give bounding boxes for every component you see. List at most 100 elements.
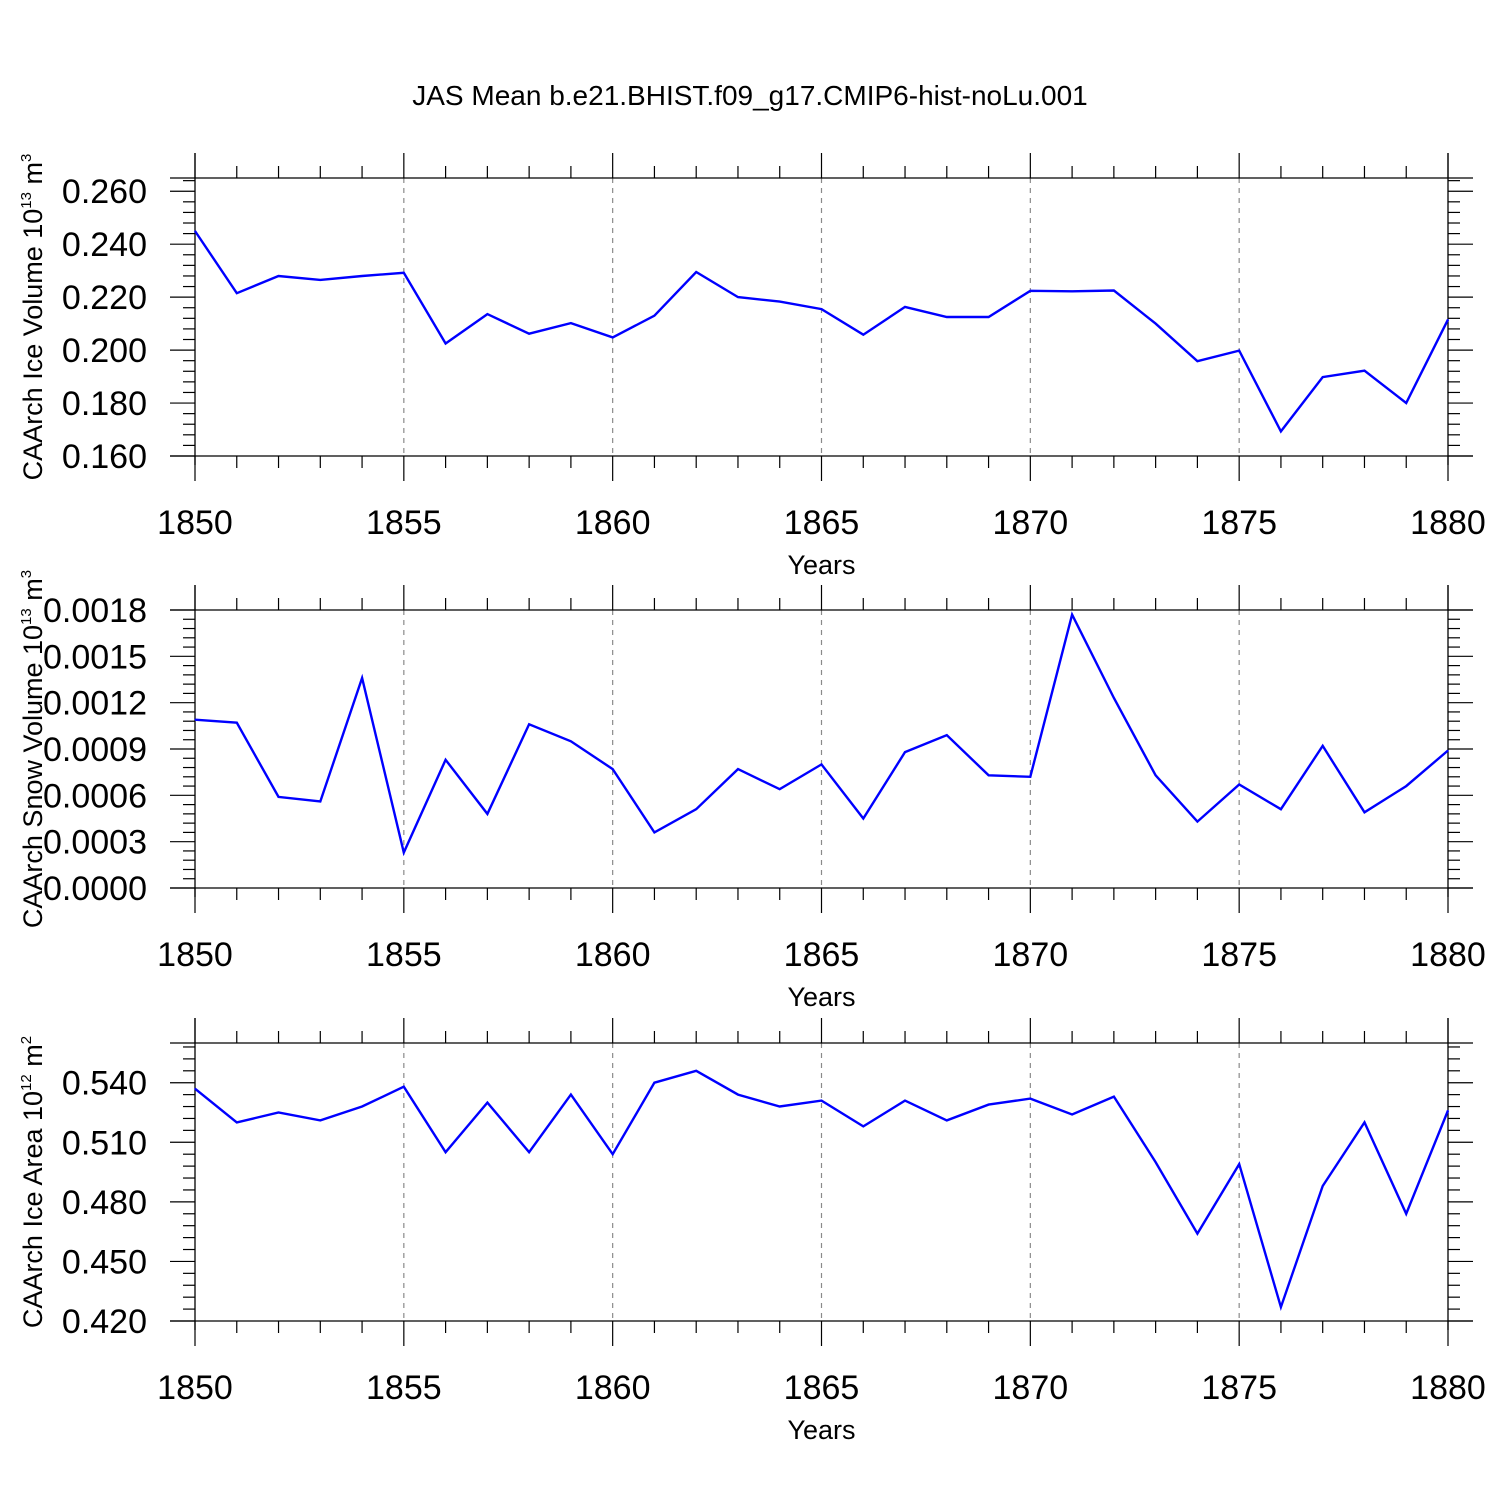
data-point xyxy=(653,1082,656,1084)
data-point xyxy=(946,316,948,318)
data-point xyxy=(194,719,196,721)
y-tick-label: 0.0012 xyxy=(43,685,147,723)
data-point xyxy=(779,788,781,790)
data-point xyxy=(779,301,781,303)
data-point xyxy=(361,275,363,277)
x-tick-label: 1875 xyxy=(1201,936,1277,974)
data-point xyxy=(1113,289,1115,292)
data-point xyxy=(946,734,948,736)
data-point xyxy=(277,275,280,277)
y-tick-label: 0.450 xyxy=(62,1243,147,1281)
x-tick-label: 1880 xyxy=(1410,1369,1486,1407)
data-point xyxy=(570,1094,572,1096)
data-point xyxy=(1280,1306,1282,1308)
data-point xyxy=(1322,745,1324,747)
data-point xyxy=(236,292,238,294)
data-point xyxy=(1447,319,1449,321)
data-point xyxy=(1447,749,1449,752)
x-tick-label: 1875 xyxy=(1201,1369,1277,1407)
y-tick-label: 0.240 xyxy=(62,226,147,264)
data-point xyxy=(653,315,656,317)
x-tick-label: 1860 xyxy=(575,936,651,974)
data-point xyxy=(695,271,697,273)
data-point xyxy=(737,296,739,298)
data-point xyxy=(1113,697,1115,699)
x-tick-label: 1865 xyxy=(784,936,860,974)
data-point xyxy=(1363,1121,1366,1124)
data-point xyxy=(403,1086,405,1088)
y-tick-label: 0.0009 xyxy=(43,731,147,769)
x-tick-label: 1855 xyxy=(366,1369,442,1407)
x-axis-label: Years xyxy=(787,982,855,1012)
y-tick-label: 0.0006 xyxy=(43,777,147,815)
data-point xyxy=(1280,430,1282,432)
x-axis-label: Years xyxy=(787,550,855,580)
data-point xyxy=(277,1111,280,1114)
chart-panel-3: 1850 1855 1860 1865 1870 1875 1880 0.420 0.450 0.… xyxy=(18,1018,1486,1445)
data-point xyxy=(445,342,447,345)
data-point xyxy=(1405,785,1407,787)
data-point xyxy=(1071,290,1073,292)
data-point xyxy=(695,1070,697,1072)
y-tick-label: 0.420 xyxy=(62,1303,147,1341)
y-tick-label: 0.160 xyxy=(62,438,147,476)
panels: 1850 1855 1860 1865 1870 1875 1880 0.160 0.180 0.… xyxy=(18,153,1486,1445)
x-tick-label: 1880 xyxy=(1410,504,1486,542)
data-point xyxy=(695,808,697,810)
data-point xyxy=(904,751,906,753)
data-point xyxy=(445,759,447,761)
y-tick-label: 0.0015 xyxy=(43,638,147,676)
data-point xyxy=(904,306,906,308)
x-tick-label: 1850 xyxy=(157,936,233,974)
x-tick-label: 1850 xyxy=(157,1369,233,1407)
y-tick-label: 0.0003 xyxy=(43,824,147,862)
data-point xyxy=(570,322,572,324)
y-tick-label: 0.480 xyxy=(62,1184,147,1222)
data-point xyxy=(1322,1185,1324,1187)
y-tick-label: 0.180 xyxy=(62,385,147,423)
data-point xyxy=(1196,820,1198,823)
x-tick-label: 1870 xyxy=(993,1369,1069,1407)
data-point xyxy=(1447,1109,1449,1112)
data-point xyxy=(862,817,864,820)
data-point xyxy=(194,230,196,232)
data-point xyxy=(1113,1096,1115,1098)
data-point xyxy=(1405,1213,1407,1215)
data-point xyxy=(737,768,739,770)
data-point xyxy=(1029,776,1031,778)
data-point xyxy=(1238,350,1240,352)
y-tick-label: 0.0018 xyxy=(43,592,147,630)
data-point xyxy=(361,677,363,679)
data-point xyxy=(987,774,990,776)
data-point xyxy=(1029,1098,1031,1100)
y-axis-label: CAArch Ice Area 1012 m2 xyxy=(18,1036,48,1328)
data-point xyxy=(1196,1233,1198,1235)
y-axis-label: CAArch Snow Volume 1013 m3 xyxy=(18,570,48,928)
data-point xyxy=(1155,774,1157,776)
y-tick-label: 0.540 xyxy=(62,1065,147,1103)
data-point xyxy=(820,308,823,310)
x-tick-label: 1870 xyxy=(993,936,1069,974)
data-point xyxy=(653,831,656,834)
data-point xyxy=(862,334,864,336)
data-point xyxy=(820,763,823,766)
x-tick-label: 1880 xyxy=(1410,936,1486,974)
data-point xyxy=(1071,614,1073,616)
data-point xyxy=(236,1121,238,1124)
chart-panel-2: 1850 1855 1860 1865 1870 1875 1880 0.0000 0.0003… xyxy=(18,570,1486,1012)
x-tick-label: 1865 xyxy=(784,504,860,542)
data-point xyxy=(946,1119,948,1122)
data-point xyxy=(361,1105,363,1108)
x-tick-label: 1850 xyxy=(157,504,233,542)
data-point xyxy=(612,336,614,338)
data-point xyxy=(612,1153,614,1155)
chart-panel-1: 1850 1855 1860 1865 1870 1875 1880 0.160 0.180 0.… xyxy=(18,153,1486,580)
data-point xyxy=(528,723,530,725)
y-tick-label: 0.260 xyxy=(62,173,147,211)
data-point xyxy=(987,1103,990,1106)
data-point xyxy=(1322,376,1324,378)
x-tick-label: 1855 xyxy=(366,504,442,542)
x-tick-label: 1870 xyxy=(993,504,1069,542)
data-point xyxy=(403,272,405,274)
figure-title: JAS Mean b.e21.BHIST.f09_g17.CMIP6-hist-… xyxy=(412,80,1088,111)
